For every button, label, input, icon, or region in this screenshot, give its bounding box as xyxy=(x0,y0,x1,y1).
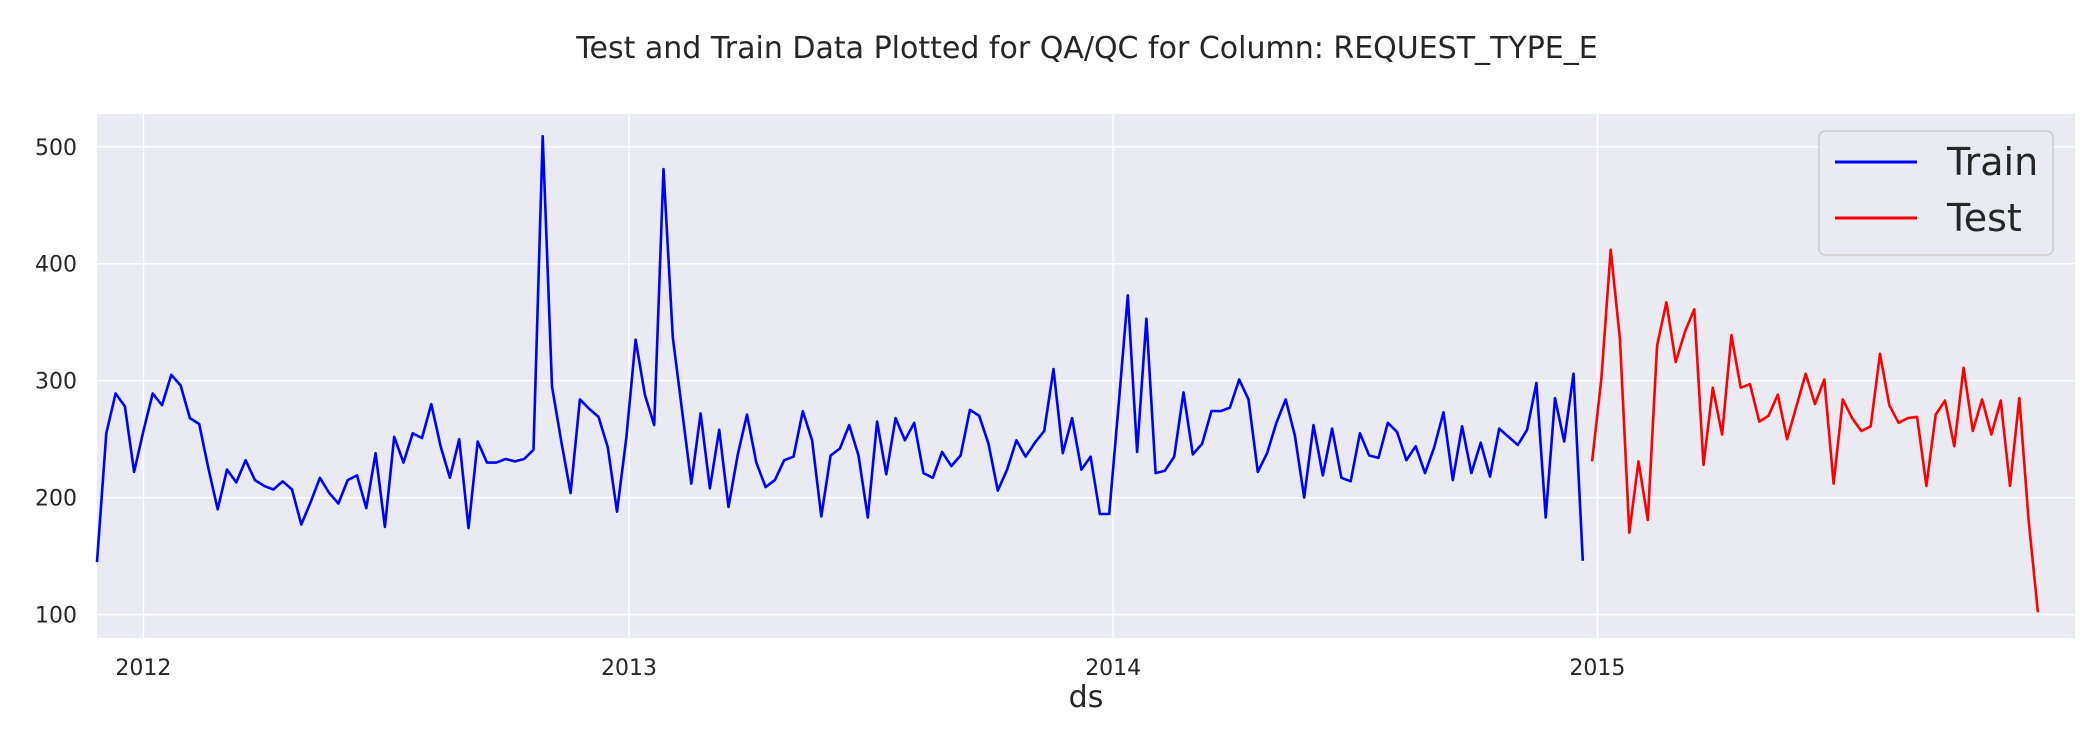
y-tick-label: 300 xyxy=(35,370,77,395)
y-tick-label: 500 xyxy=(35,136,77,161)
chart-title: Test and Train Data Plotted for QA/QC fo… xyxy=(575,31,1597,66)
x-tick-label: 2014 xyxy=(1085,656,1141,681)
y-tick-label: 400 xyxy=(35,253,77,278)
y-tick-label: 100 xyxy=(35,604,77,629)
series-lines xyxy=(95,134,2040,613)
x-axis-label: ds xyxy=(1069,680,1104,715)
plot-area xyxy=(97,114,2075,638)
grid xyxy=(97,114,2075,638)
x-tick-label: 2015 xyxy=(1569,656,1625,681)
y-tick-label: 200 xyxy=(35,487,77,512)
x-tick-label: 2013 xyxy=(601,656,657,681)
series-line-test xyxy=(1590,248,2040,613)
x-tick-label: 2012 xyxy=(115,656,171,681)
legend-test-label: Test xyxy=(1946,196,2022,240)
legend-train-label: Train xyxy=(1946,140,2038,184)
legend: Train Test xyxy=(1818,130,2054,256)
tick-labels: 100 200 300 400 500 2012 2013 2014 2015 xyxy=(35,136,1625,681)
series-line-train xyxy=(95,134,1585,563)
